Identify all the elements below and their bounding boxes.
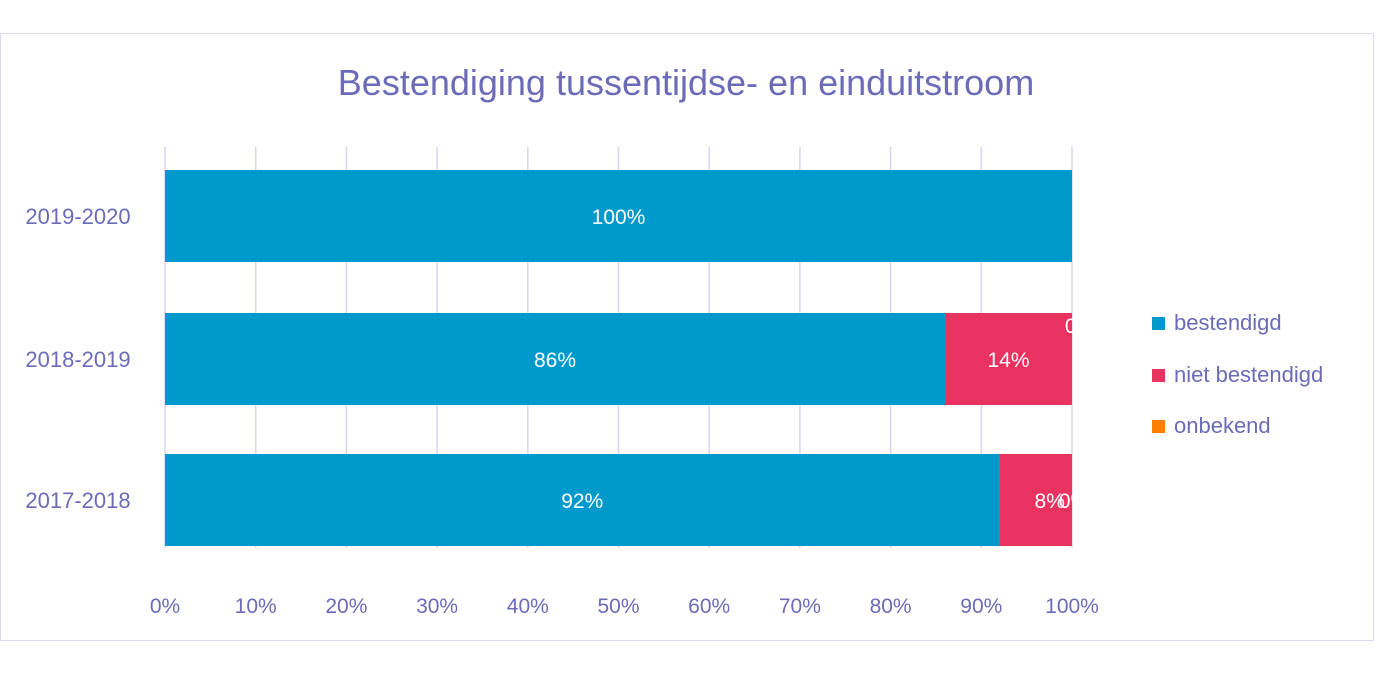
category-label: 2019-2020 (25, 204, 130, 229)
data-label: 86% (534, 349, 576, 372)
legend-swatch (1152, 420, 1165, 433)
data-label: 100% (592, 206, 646, 229)
x-tick-label: 70% (779, 595, 821, 618)
bar-segment (165, 454, 1000, 546)
legend-label: bestendigd (1174, 310, 1282, 335)
bar-segment (999, 454, 1072, 546)
bar-segment (165, 313, 946, 405)
legend: bestendigd niet bestendigd onbekend (1152, 310, 1323, 438)
data-label: 8% (1035, 490, 1065, 513)
x-tick-label: 100% (1045, 595, 1099, 618)
legend-swatch (1152, 317, 1165, 330)
x-tick-label: 10% (235, 595, 277, 618)
data-label: 0% (1059, 490, 1089, 513)
chart-title: Bestendiging tussentijdse- en einduitstr… (338, 62, 1034, 103)
data-label: 0% (1065, 315, 1095, 338)
x-tick-label: 60% (688, 595, 730, 618)
x-tick-labels: 0% 10% 20% 30% 40% 50% 60% 70% 80% 90% 100% (150, 595, 1099, 618)
legend-swatch (1152, 369, 1165, 382)
bar-segment (165, 170, 1072, 262)
data-label: 92% (561, 490, 603, 513)
x-tick-label: 50% (597, 595, 639, 618)
bar-segment (945, 313, 1072, 405)
legend-label: niet bestendigd (1174, 362, 1323, 387)
legend-label: onbekend (1174, 413, 1271, 438)
x-tick-label: 80% (870, 595, 912, 618)
x-tick-label: 30% (416, 595, 458, 618)
x-tick-label: 20% (325, 595, 367, 618)
x-tick-label: 90% (960, 595, 1002, 618)
x-tick-label: 40% (507, 595, 549, 618)
category-label: 2018-2019 (25, 347, 130, 372)
category-labels: 2019-2020 2018-2019 2017-2018 (25, 204, 130, 513)
data-label: 14% (987, 349, 1029, 372)
category-label: 2017-2018 (25, 488, 130, 513)
x-tick-label: 0% (150, 595, 180, 618)
bars: 100%86% 14%0%92% 8%0% (165, 170, 1095, 546)
